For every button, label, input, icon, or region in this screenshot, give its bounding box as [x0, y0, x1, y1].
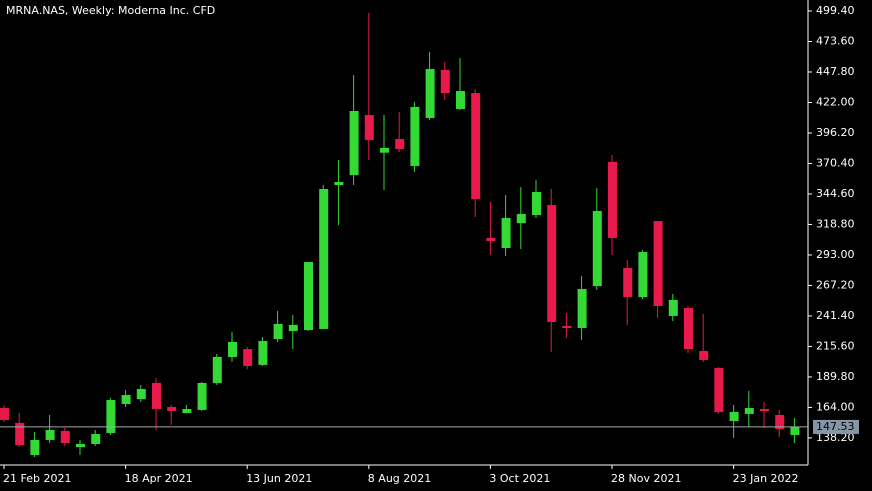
candle-body — [91, 434, 101, 444]
candle-body — [0, 408, 9, 420]
x-tick-label: 3 Oct 2021 — [489, 472, 550, 485]
candle-body — [243, 349, 253, 366]
candle-body — [775, 415, 785, 429]
candle-body — [714, 367, 724, 412]
candle-body — [608, 161, 617, 238]
y-tick-label: 215.60 — [816, 339, 855, 352]
candle-body — [577, 288, 587, 329]
x-tick-label: 28 Nov 2021 — [611, 472, 681, 485]
y-tick-label: 318.80 — [816, 217, 855, 230]
y-tick-label: 293.00 — [816, 248, 855, 261]
y-tick-label: 422.00 — [816, 95, 855, 108]
candle-body — [744, 408, 754, 414]
candle-body — [516, 213, 526, 224]
candle-body — [212, 356, 222, 383]
y-tick-label: 499.40 — [816, 4, 855, 17]
candle-body — [760, 408, 769, 411]
candle-body — [349, 110, 359, 176]
candle-body — [547, 204, 557, 322]
candle-body — [699, 350, 709, 360]
last-price-label: 147.53 — [816, 420, 855, 433]
candle-body — [197, 382, 207, 410]
candle-body — [182, 408, 192, 413]
candle-body — [15, 422, 25, 446]
candle-body — [167, 406, 177, 411]
y-tick-label: 267.20 — [816, 278, 855, 291]
candle-body — [395, 139, 405, 150]
candle-body — [30, 439, 40, 455]
candle-body — [456, 91, 465, 109]
candle-body — [380, 147, 389, 153]
candle-body — [228, 341, 237, 357]
y-tick-label: 396.20 — [816, 126, 855, 139]
candle-body — [684, 308, 693, 350]
candle-body — [440, 69, 450, 94]
candle-body — [562, 325, 572, 329]
candle-body — [638, 252, 648, 298]
x-tick-label: 8 Aug 2021 — [368, 472, 431, 485]
y-tick-label: 447.80 — [816, 65, 855, 78]
chart-title: MRNA.NAS, Weekly: Moderna Inc. CFD — [6, 4, 215, 17]
x-tick-label: 23 Jan 2022 — [733, 472, 799, 485]
candle-body — [532, 191, 541, 216]
y-tick-label: 344.60 — [816, 187, 855, 200]
candle-body — [45, 430, 55, 440]
candle-body — [121, 395, 131, 405]
candle-body — [76, 443, 85, 448]
last-price-box — [813, 419, 859, 434]
candle-body — [425, 69, 435, 118]
candle-body — [592, 210, 602, 287]
candle-body — [106, 399, 116, 433]
y-tick-label: 473.60 — [816, 34, 855, 47]
candle-body — [304, 262, 313, 331]
candle-body — [668, 299, 678, 316]
y-tick-label: 164.00 — [816, 400, 855, 413]
candle-body — [319, 189, 329, 329]
candle-body — [273, 323, 283, 339]
y-tick-label: 189.80 — [816, 370, 855, 383]
x-tick-label: 13 Jun 2021 — [246, 472, 312, 485]
candle-body — [364, 115, 374, 140]
candle-body — [334, 182, 344, 185]
candle-body — [136, 388, 146, 400]
candle-body — [258, 341, 268, 365]
candle-body — [653, 221, 663, 307]
candle-body — [623, 267, 633, 298]
candle-body — [729, 411, 739, 422]
y-tick-label: 138.20 — [816, 431, 855, 444]
candle-body — [486, 237, 496, 242]
x-tick-label: 18 Apr 2021 — [125, 472, 193, 485]
y-tick-label: 241.40 — [816, 309, 855, 322]
candle-body — [288, 324, 298, 331]
candle-body — [410, 106, 420, 166]
candle-body — [60, 430, 70, 444]
x-tick-label: 21 Feb 2021 — [3, 472, 71, 485]
y-tick-label: 370.40 — [816, 156, 855, 169]
candle-body — [501, 217, 511, 248]
candle-body — [471, 93, 481, 200]
candle-body — [152, 382, 161, 409]
candle-body — [790, 426, 800, 435]
